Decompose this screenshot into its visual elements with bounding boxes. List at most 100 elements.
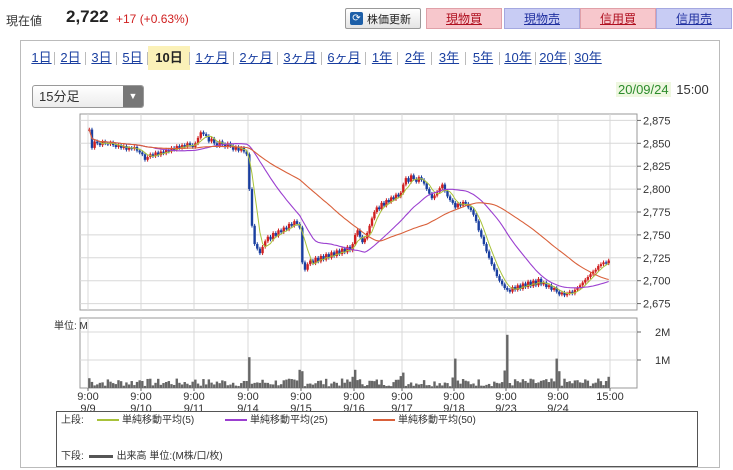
period-tab-6[interactable]: 2ヶ月: [239, 50, 273, 65]
price-change: +17 (+0.63%): [116, 12, 189, 26]
candle-body: [451, 200, 454, 203]
volume-bar: [446, 383, 449, 388]
volume-bar: [149, 378, 152, 388]
period-separator: [365, 52, 366, 65]
period-tab-15[interactable]: 30年: [574, 50, 602, 65]
candle-body: [151, 154, 155, 157]
candle-body: [464, 201, 467, 204]
volume-bar: [584, 379, 587, 388]
candle-body: [477, 221, 480, 231]
period-tab-11[interactable]: 3年: [438, 50, 460, 65]
volume-bar: [277, 385, 280, 388]
volume-bar: [526, 382, 530, 388]
candle-body: [607, 260, 610, 264]
volume-bar: [146, 378, 149, 388]
period-separator: [321, 52, 322, 65]
volume-bar: [454, 358, 457, 388]
candle-body: [446, 190, 449, 197]
candle-body: [162, 151, 165, 154]
period-tab-8[interactable]: 6ヶ月: [327, 50, 361, 65]
period-tab-14[interactable]: 20年: [539, 50, 567, 65]
volume-bar: [274, 380, 278, 388]
candle-body: [164, 149, 168, 154]
candle-body: [250, 189, 254, 226]
period-tab-10[interactable]: 2年: [404, 50, 426, 65]
margin-buy-button[interactable]: 信用買: [580, 8, 656, 29]
volume-bar: [130, 381, 133, 388]
period-tab-0[interactable]: 1日: [31, 50, 52, 65]
volume-bar: [248, 357, 251, 388]
volume-bar: [226, 385, 229, 388]
candle-body: [358, 230, 362, 237]
volume-bar: [573, 380, 577, 388]
volume-bar: [210, 382, 213, 388]
volume-bar: [594, 382, 597, 388]
candle-body: [274, 233, 278, 236]
volume-bar: [482, 385, 486, 388]
period-tab-13[interactable]: 10年: [504, 50, 532, 65]
volume-bar: [521, 379, 525, 388]
volume-bar: [119, 381, 123, 388]
candle-body: [218, 141, 221, 147]
period-separator: [431, 52, 432, 65]
candle-body: [248, 154, 251, 190]
volume-bar: [368, 380, 371, 388]
period-tab-3[interactable]: 5日: [122, 50, 143, 65]
volume-bar: [314, 383, 317, 388]
candle-body: [380, 202, 383, 210]
price-grid: [79, 113, 638, 311]
volume-bar: [172, 384, 176, 388]
current-price: 2,722: [66, 7, 109, 26]
volume-bar: [474, 385, 478, 388]
volume-bar: [348, 381, 352, 388]
candle-body: [597, 266, 600, 270]
chart-frame: [20, 40, 720, 468]
candle-body: [586, 277, 590, 280]
period-tab-5[interactable]: 1ヶ月: [195, 50, 229, 65]
time-tick-label: 9:00: [183, 391, 204, 403]
candle-body: [508, 289, 512, 292]
interval-select-value: 15分足: [39, 89, 80, 104]
candle-body: [394, 194, 398, 200]
candle-body: [506, 288, 509, 290]
refresh-price-button[interactable]: ⟳ 株価更新: [345, 8, 421, 29]
candle-body: [354, 234, 357, 245]
period-tab-2[interactable]: 3日: [91, 50, 112, 65]
candle-body: [407, 178, 410, 182]
period-tab-4[interactable]: 10日: [148, 46, 190, 70]
candle-body: [170, 147, 173, 152]
candle-body: [526, 281, 530, 288]
volume-bar: [397, 379, 400, 388]
candle-body: [301, 227, 304, 263]
volume-bar: [104, 385, 107, 388]
candle-body: [141, 152, 144, 155]
period-tab-12[interactable]: 5年: [472, 50, 494, 65]
cash-sell-button[interactable]: 現物売: [504, 8, 580, 29]
candle-body: [454, 202, 457, 208]
period-tab-9[interactable]: 1年: [371, 50, 393, 65]
cash-buy-button[interactable]: 現物買: [426, 8, 502, 29]
ma25-swatch: [225, 419, 247, 422]
candle-body: [495, 269, 499, 277]
candle-body: [399, 192, 402, 197]
volume-grid: [79, 317, 638, 389]
volume-bar: [591, 383, 595, 388]
volume-bar: [415, 383, 418, 388]
period-tab-1[interactable]: 2日: [60, 50, 81, 65]
volume-axis: 2M 1M: [637, 327, 670, 367]
time-tick-label: 9:00: [547, 391, 568, 403]
candle-body: [356, 230, 359, 235]
time-tick-label: 9:00: [130, 391, 151, 403]
volume-bar: [301, 371, 304, 388]
volume-bar: [451, 377, 454, 388]
interval-select[interactable]: 15分足 ▼: [32, 85, 144, 108]
volume-bar: [576, 380, 579, 388]
volume-bar: [387, 385, 390, 388]
volume-bar: [237, 385, 240, 388]
volume-bar: [287, 378, 291, 388]
candle-body: [314, 257, 317, 264]
period-tab-7[interactable]: 3ヶ月: [283, 50, 317, 65]
volume-bar: [186, 383, 189, 388]
margin-sell-button[interactable]: 信用売: [656, 8, 732, 29]
volume-bar: [319, 380, 323, 388]
